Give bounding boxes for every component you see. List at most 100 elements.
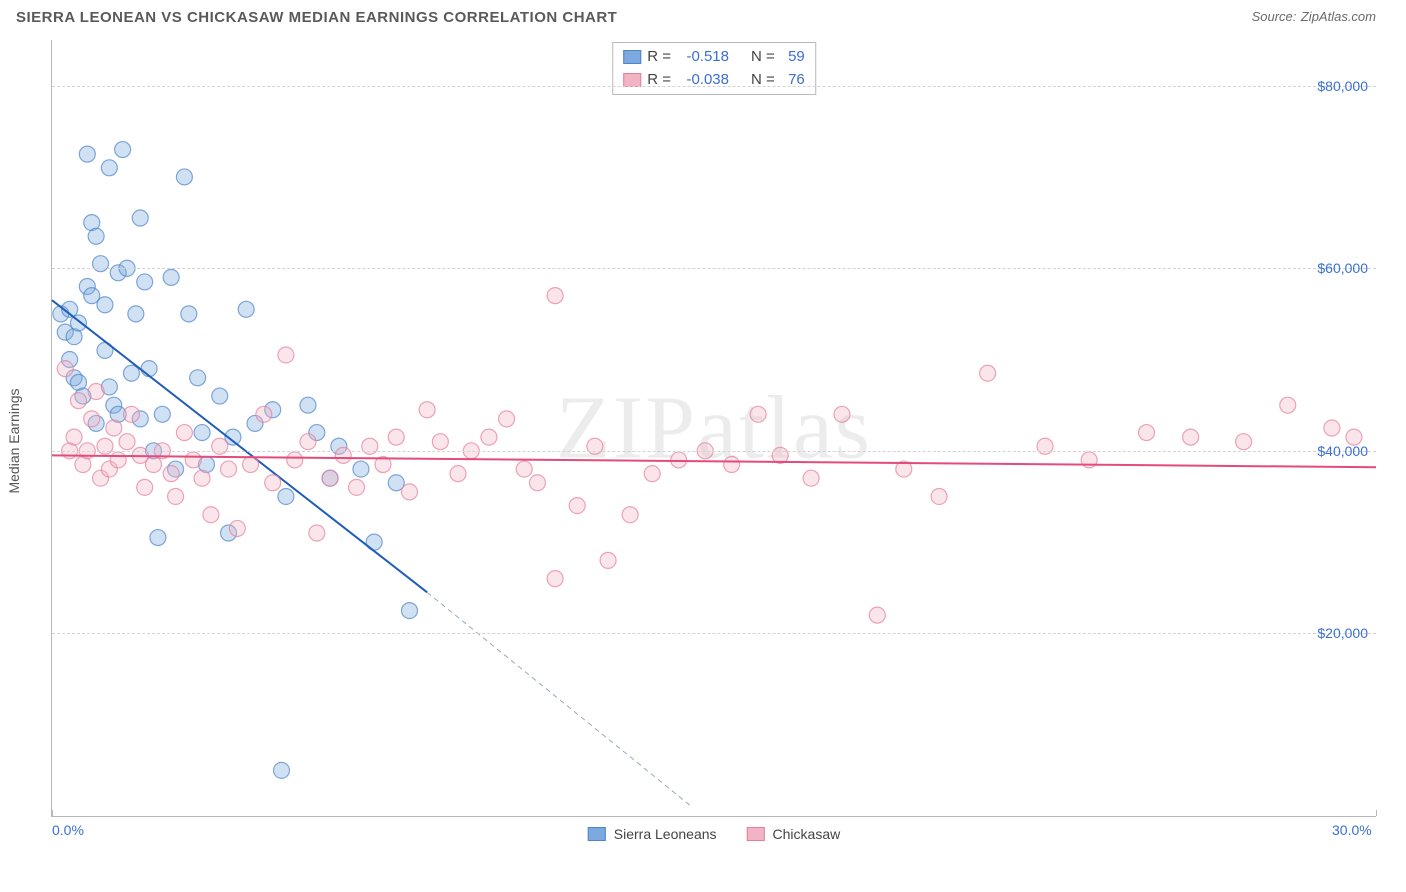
- data-point: [101, 160, 117, 176]
- data-point: [419, 402, 435, 418]
- data-point: [137, 479, 153, 495]
- data-point: [547, 571, 563, 587]
- y-tick-label: $20,000: [1317, 625, 1368, 641]
- data-point: [481, 429, 497, 445]
- plot-area: ZIPatlas R = -0.518N = 59R = -0.038N = 7…: [51, 40, 1376, 817]
- data-point: [834, 406, 850, 422]
- series-legend: Sierra Leoneans Chickasaw: [588, 826, 840, 842]
- y-tick-label: $40,000: [1317, 443, 1368, 459]
- r-value: -0.518: [677, 46, 729, 69]
- data-point: [671, 452, 687, 468]
- gridline: [52, 86, 1376, 87]
- data-point: [931, 488, 947, 504]
- data-point: [110, 452, 126, 468]
- y-tick-label: $80,000: [1317, 78, 1368, 94]
- data-point: [600, 552, 616, 568]
- data-point: [644, 466, 660, 482]
- data-point: [362, 438, 378, 454]
- data-point: [229, 520, 245, 536]
- data-point: [349, 479, 365, 495]
- legend-swatch: [623, 50, 641, 64]
- r-label: R =: [647, 69, 671, 92]
- data-point: [88, 383, 104, 399]
- data-point: [57, 361, 73, 377]
- data-point: [750, 406, 766, 422]
- data-point: [1324, 420, 1340, 436]
- data-point: [70, 393, 86, 409]
- data-point: [499, 411, 515, 427]
- data-point: [529, 475, 545, 491]
- n-label: N =: [751, 46, 775, 69]
- correlation-legend: R = -0.518 N = 59 R = -0.038 N = 76: [612, 42, 816, 95]
- data-point: [300, 434, 316, 450]
- data-point: [401, 603, 417, 619]
- r-value: -0.038: [677, 69, 729, 92]
- data-point: [401, 484, 417, 500]
- data-point: [516, 461, 532, 477]
- data-point: [287, 452, 303, 468]
- data-point: [569, 498, 585, 514]
- data-point: [176, 425, 192, 441]
- data-point: [1139, 425, 1155, 441]
- data-point: [1037, 438, 1053, 454]
- data-point: [221, 461, 237, 477]
- y-axis-label: Median Earnings: [6, 388, 22, 493]
- x-tick-label: 0.0%: [52, 822, 84, 838]
- data-point: [190, 370, 206, 386]
- gridline: [52, 268, 1376, 269]
- series-name: Sierra Leoneans: [614, 826, 717, 842]
- data-point: [212, 438, 228, 454]
- n-value: 76: [781, 69, 805, 92]
- data-point: [1280, 397, 1296, 413]
- data-point: [146, 457, 162, 473]
- chart-title: SIERRA LEONEAN VS CHICKASAW MEDIAN EARNI…: [16, 9, 617, 26]
- data-point: [256, 406, 272, 422]
- x-tick-label: 30.0%: [1332, 822, 1372, 838]
- x-tick-mark: [1376, 810, 1377, 816]
- data-point: [128, 306, 144, 322]
- data-point: [278, 347, 294, 363]
- data-point: [123, 406, 139, 422]
- data-point: [724, 457, 740, 473]
- data-point: [181, 306, 197, 322]
- gridline: [52, 633, 1376, 634]
- data-point: [163, 269, 179, 285]
- data-point: [163, 466, 179, 482]
- data-point: [212, 388, 228, 404]
- legend-swatch: [747, 827, 765, 841]
- data-point: [335, 447, 351, 463]
- data-point: [1183, 429, 1199, 445]
- data-point: [980, 365, 996, 381]
- gridline: [52, 451, 1376, 452]
- data-point: [273, 762, 289, 778]
- data-point: [88, 228, 104, 244]
- n-label: N =: [751, 69, 775, 92]
- data-point: [587, 438, 603, 454]
- data-point: [388, 429, 404, 445]
- data-point: [1236, 434, 1252, 450]
- data-point: [97, 297, 113, 313]
- data-point: [93, 256, 109, 272]
- series-name: Chickasaw: [773, 826, 841, 842]
- data-point: [150, 530, 166, 546]
- data-point: [432, 434, 448, 450]
- data-point: [450, 466, 466, 482]
- r-label: R =: [647, 46, 671, 69]
- data-point: [84, 411, 100, 427]
- data-point: [203, 507, 219, 523]
- data-point: [300, 397, 316, 413]
- data-point: [622, 507, 638, 523]
- n-value: 59: [781, 46, 805, 69]
- data-point: [278, 488, 294, 504]
- data-point: [97, 438, 113, 454]
- series-legend-item: Sierra Leoneans: [588, 826, 717, 842]
- trend-line-extension: [427, 592, 692, 807]
- data-point: [194, 425, 210, 441]
- data-point: [119, 434, 135, 450]
- legend-swatch: [623, 73, 641, 87]
- data-point: [243, 457, 259, 473]
- scatter-svg: [52, 40, 1376, 816]
- source-attribution: Source: ZipAtlas.com: [1252, 8, 1376, 26]
- data-point: [309, 525, 325, 541]
- correlation-legend-row: R = -0.518 N = 59: [623, 46, 805, 69]
